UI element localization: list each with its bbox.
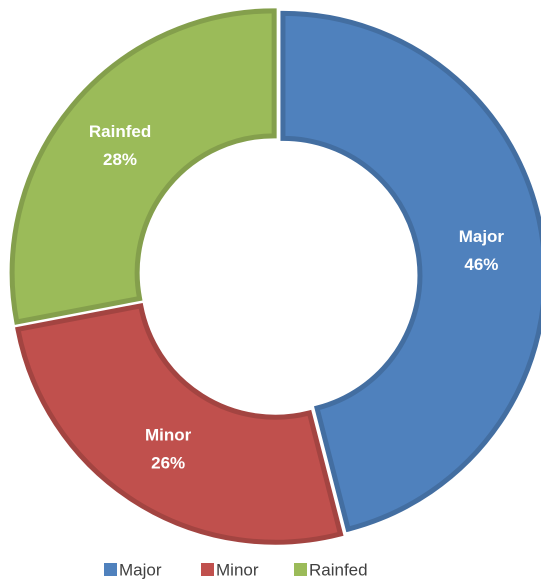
slice-label: Rainfed [89,122,151,141]
donut-slice [9,8,277,325]
legend-label: Major [119,560,162,579]
slice-label: Minor [145,426,192,445]
legend-swatch [294,563,307,576]
slice-value-label: 26% [151,454,185,473]
slice-value-label: 46% [464,255,498,274]
legend-swatch [104,563,117,576]
donut-slice [280,10,541,533]
legend-label: Minor [216,560,259,579]
legend-swatch [201,563,214,576]
slice-value-label: 28% [103,150,137,169]
donut-slice [15,302,344,545]
legend-label: Rainfed [309,560,368,579]
slice-label: Major [459,227,505,246]
